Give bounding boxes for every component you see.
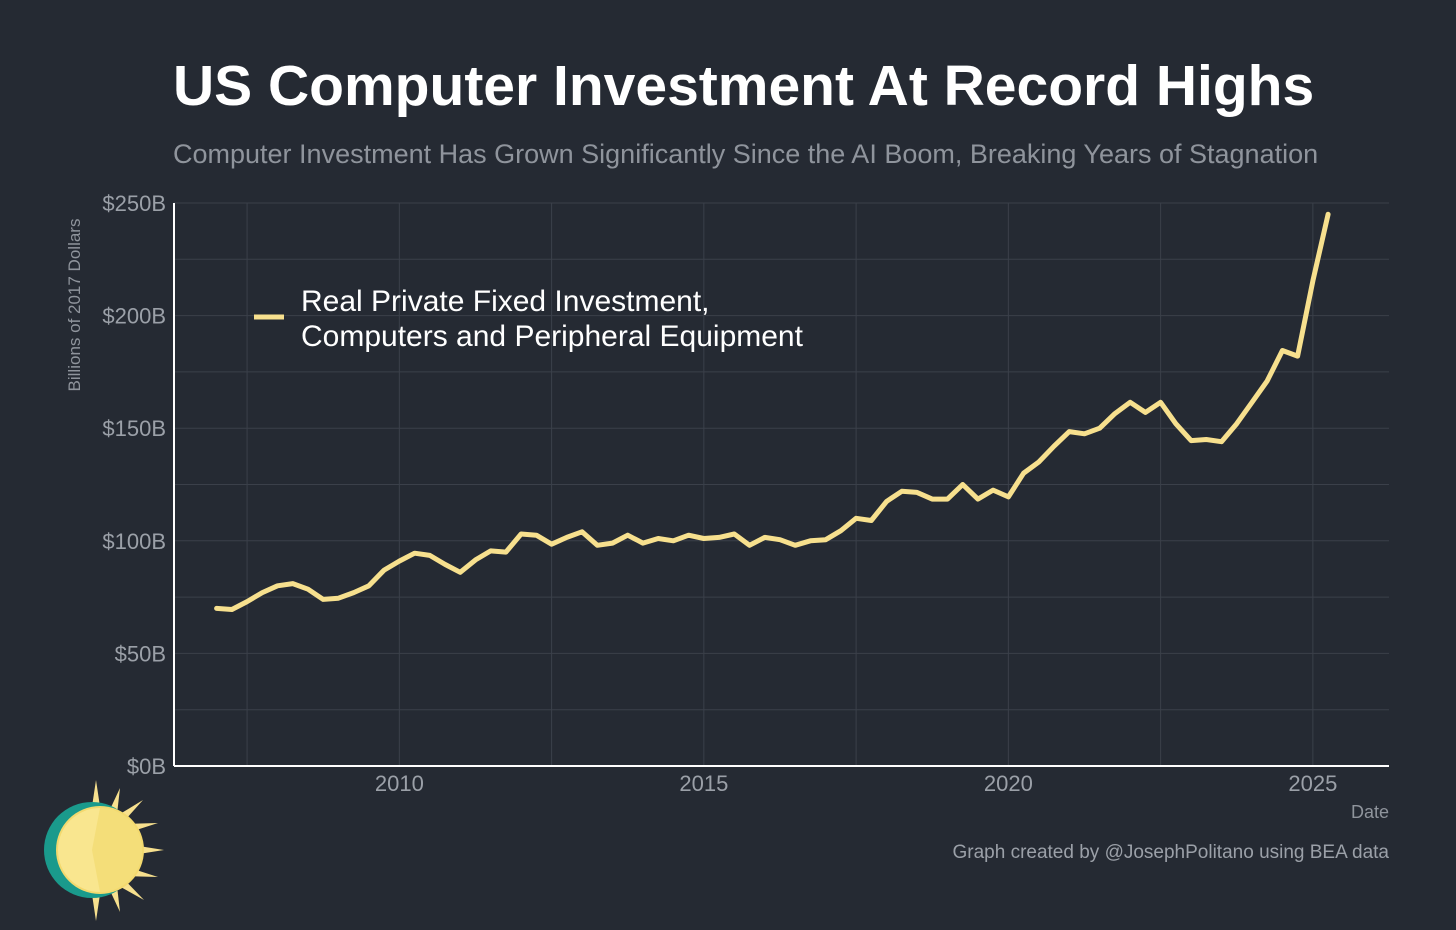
y-tick-label: $0B — [127, 754, 166, 779]
tick-labels: $0B $50B $100B $150B $200B $250B 2010 2015 2020 2… — [102, 191, 1337, 796]
y-tick-label: $200B — [102, 304, 166, 329]
y-tick-label: $250B — [102, 191, 166, 216]
legend-label-line: Computers and Peripheral Equipment — [301, 320, 804, 353]
chart-subtitle: Computer Investment Has Grown Significan… — [173, 139, 1319, 169]
legend: Real Private Fixed Investment, Computers … — [254, 285, 804, 353]
x-axis-label: Date — [1350, 802, 1389, 822]
series-layer — [214, 211, 1331, 612]
chart-title: US Computer Investment At Record Highs — [173, 54, 1315, 118]
x-tick-label: 2015 — [679, 771, 728, 796]
y-tick-label: $50B — [115, 641, 166, 666]
legend-label-line: Real Private Fixed Investment, — [301, 285, 710, 318]
y-tick-label: $100B — [102, 529, 166, 554]
x-tick-label: 2020 — [984, 771, 1033, 796]
y-tick-label: $150B — [102, 416, 166, 441]
legend-label: Real Private Fixed Investment, Computers … — [301, 285, 804, 353]
source-caption: Graph created by @JosephPolitano using B… — [952, 842, 1389, 863]
series-line — [214, 211, 1331, 612]
x-tick-label: 2010 — [375, 771, 424, 796]
x-tick-label: 2025 — [1288, 771, 1337, 796]
axes — [173, 203, 1389, 767]
sun-logo-icon — [44, 780, 164, 921]
